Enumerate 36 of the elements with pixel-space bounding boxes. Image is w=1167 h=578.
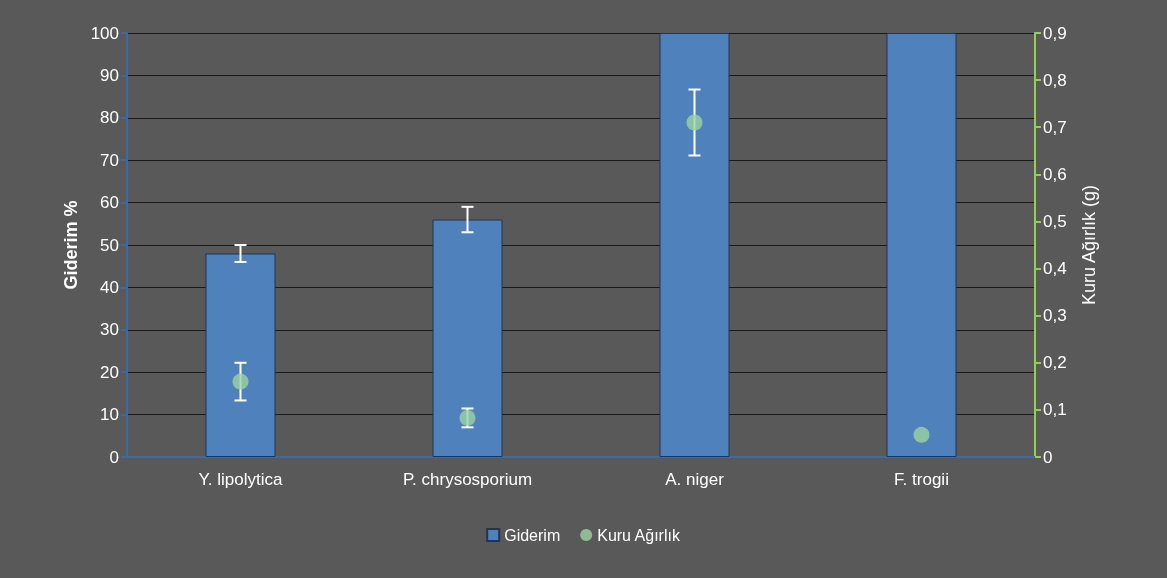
bar xyxy=(886,33,957,457)
y2-tick-label: 0,1 xyxy=(1043,400,1067,420)
y2-tick-label: 0,5 xyxy=(1043,211,1067,231)
point xyxy=(913,426,930,443)
y-tick-label: 80 xyxy=(100,108,119,128)
point xyxy=(232,373,249,390)
y-tick-label: 90 xyxy=(100,65,119,85)
y2-tick-label: 0 xyxy=(1043,447,1053,467)
bar xyxy=(659,33,730,457)
y2-tick-label: 0,7 xyxy=(1043,117,1067,137)
y-tick-label: 20 xyxy=(100,362,119,382)
y2-tick-label: 0,2 xyxy=(1043,353,1067,373)
y2-tick-label: 0,3 xyxy=(1043,306,1067,326)
y-axis-title: Giderim % xyxy=(60,200,81,290)
bar xyxy=(205,253,276,457)
y-tick-label: 60 xyxy=(100,193,119,213)
y2-axis-title: Kuru Ağırlık (g) xyxy=(1079,184,1099,306)
bar xyxy=(432,219,503,457)
y-tick-label: 50 xyxy=(100,235,119,255)
y2-tick-label: 0,6 xyxy=(1043,164,1067,184)
y-tick-label: 30 xyxy=(100,320,119,340)
x-tick-label: A. niger xyxy=(665,470,725,489)
y2-tick-label: 0,9 xyxy=(1043,23,1067,43)
point xyxy=(686,114,703,131)
y2-tick-label: 0,8 xyxy=(1043,70,1067,90)
y-tick-label: 40 xyxy=(100,277,119,297)
x-tick-label: Y. lipolytica xyxy=(198,470,283,489)
y-tick-label: 10 xyxy=(100,405,119,425)
x-tick-label: F. trogii xyxy=(894,470,949,489)
x-tick-label: P. chrysosporium xyxy=(402,470,533,489)
y-tick-label: 70 xyxy=(100,150,119,170)
y2-tick-label: 0,4 xyxy=(1043,259,1067,279)
y-tick-label: 0 xyxy=(109,447,119,467)
y-tick-label: 100 xyxy=(90,23,119,43)
legend-label: Kuru Ağırlık xyxy=(597,526,681,544)
legend-label: Giderim xyxy=(504,526,561,544)
